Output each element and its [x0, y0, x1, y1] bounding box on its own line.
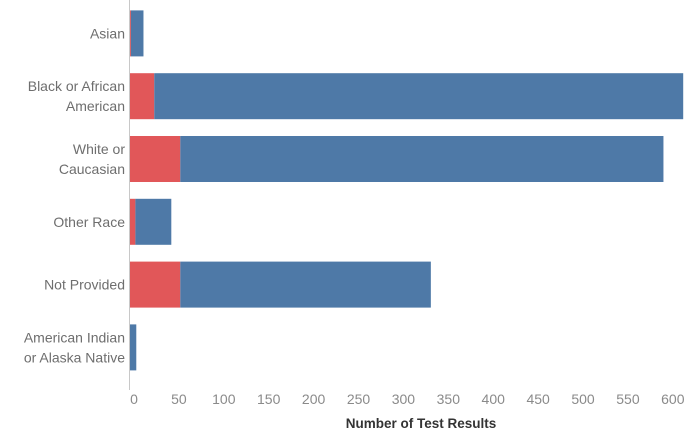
- category-label-line: Caucasian: [59, 161, 125, 177]
- category-label-line: Not Provided: [44, 277, 125, 293]
- x-tick-label: 450: [526, 391, 550, 407]
- category-label-line: or Alaska Native: [24, 349, 125, 365]
- category-labels-group: Asian Black or African American White or Cau…: [24, 25, 126, 365]
- category-label-line: Asian: [90, 25, 125, 41]
- bar-segment-2-row-1: [130, 10, 144, 57]
- category-label: Other Race: [53, 214, 125, 230]
- category-label-line: White or: [73, 141, 125, 157]
- bar-segment-2-row-3: [180, 136, 664, 182]
- x-tick-label: 0: [130, 391, 138, 407]
- x-tick-label: 50: [171, 391, 187, 407]
- category-label-line: Black or African: [28, 78, 125, 94]
- x-tick-label: 400: [482, 391, 506, 407]
- bar-segment-2-row-2: [154, 73, 684, 120]
- category-label: American Indian or Alaska Native: [24, 329, 125, 365]
- x-tick-label: 350: [437, 391, 461, 407]
- x-tick-label: 100: [212, 391, 236, 407]
- x-tick-label: 200: [302, 391, 326, 407]
- x-axis-title: Number of Test Results: [346, 416, 497, 431]
- bar-segment-1-row-4: [130, 198, 136, 245]
- bar-segment-2-row-4: [135, 198, 172, 245]
- x-tick-label: 250: [347, 391, 371, 407]
- category-label: Asian: [90, 25, 125, 41]
- x-tick-label: 300: [392, 391, 416, 407]
- bar-segment-2-row-6: [130, 324, 137, 371]
- bar-segment-2-row-5: [180, 261, 431, 308]
- x-tick-label: 600: [661, 391, 685, 407]
- x-tick-labels-group: 0 50 100 150 200 250 300 350 400 450 500 550 600: [130, 391, 685, 407]
- category-label: White or Caucasian: [59, 141, 125, 177]
- category-label-line: Other Race: [53, 214, 125, 230]
- category-label-line: American Indian: [24, 329, 125, 345]
- category-label: Black or African American: [28, 78, 125, 114]
- bar-segment-1-row-5: [130, 261, 181, 308]
- bar-segment-1-row-1: [130, 10, 131, 57]
- x-tick-label: 500: [571, 391, 595, 407]
- bars-group: [130, 10, 684, 371]
- bar-segment-1-row-2: [130, 73, 155, 120]
- category-label: Not Provided: [44, 277, 125, 293]
- category-label-line: American: [66, 98, 125, 114]
- bar-segment-1-row-3: [130, 136, 181, 182]
- x-tick-label: 550: [616, 391, 640, 407]
- x-tick-label: 150: [257, 391, 281, 407]
